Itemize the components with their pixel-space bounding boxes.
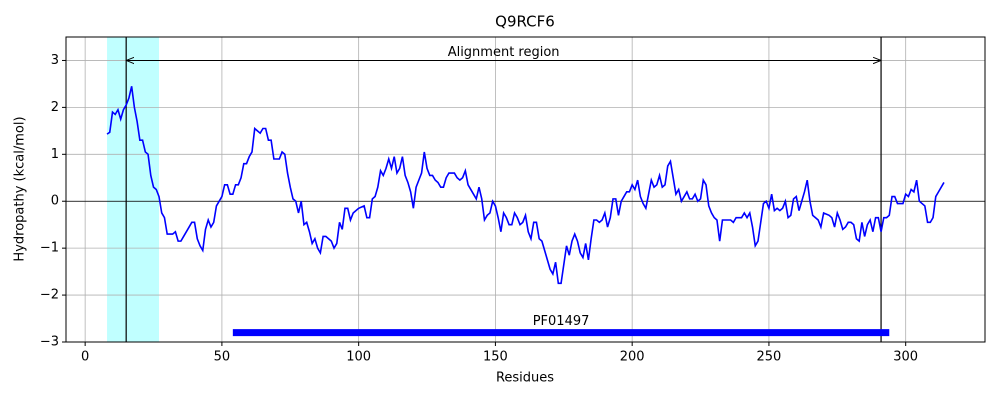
x-tick-label: 0 (81, 350, 89, 365)
x-tick-label: 100 (346, 350, 371, 365)
x-tick-label: 200 (620, 350, 645, 365)
alignment-label: Alignment region (448, 45, 560, 60)
y-tick-label: 0 (51, 194, 59, 209)
y-tick-label: −1 (40, 241, 59, 256)
x-axis-label: Residues (496, 371, 554, 386)
x-tick-label: 150 (483, 350, 508, 365)
y-tick-label: 2 (51, 100, 59, 115)
y-tick-label: −2 (40, 288, 59, 303)
y-tick-label: 3 (51, 53, 59, 68)
domain-label: PF01497 (533, 314, 590, 329)
plot-frame (65, 36, 986, 343)
x-tick-label: 50 (214, 350, 231, 365)
y-tick-label: −3 (40, 335, 59, 350)
y-axis-label: Hydropathy (kcal/mol) (13, 116, 28, 261)
y-tick-label: 1 (51, 147, 59, 162)
highlight-span (107, 37, 159, 342)
x-tick-label: 250 (757, 350, 782, 365)
domain-bar (232, 329, 890, 337)
hydropathy-line (106, 86, 945, 285)
x-tick-label: 300 (893, 350, 918, 365)
chart-title: Q9RCF6 (495, 13, 555, 31)
